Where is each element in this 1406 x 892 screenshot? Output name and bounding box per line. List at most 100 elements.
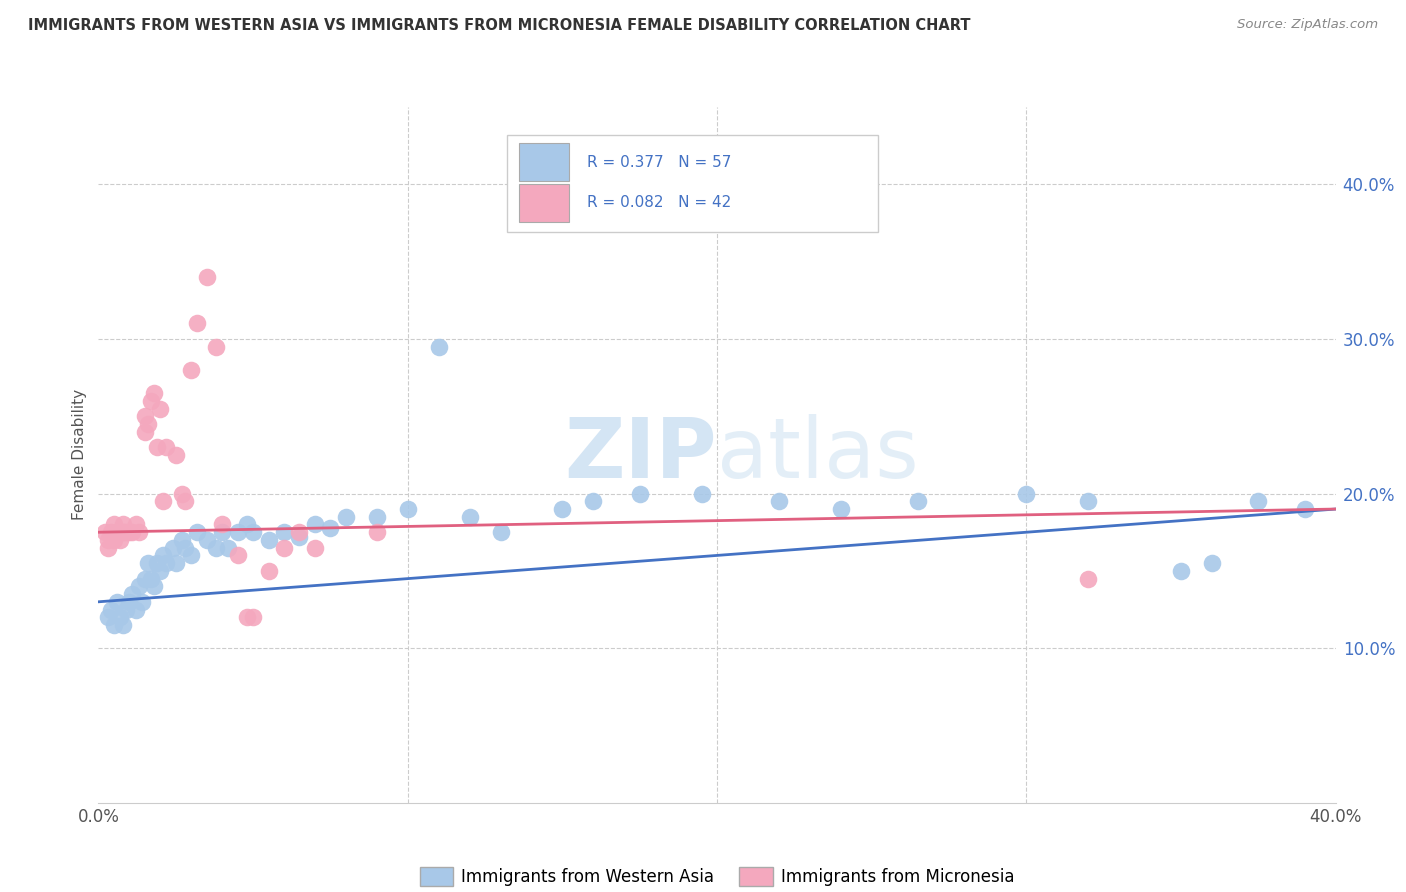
Point [319, 520, 342, 534]
Point [105, 595, 128, 609]
Point [1294, 502, 1316, 516]
Point [217, 541, 239, 555]
Point [257, 533, 280, 547]
Point [304, 517, 326, 532]
Point [907, 494, 929, 508]
Bar [519, 144, 568, 181]
Point [149, 564, 172, 578]
Point [1201, 556, 1223, 570]
Point [628, 486, 651, 500]
Point [143, 579, 166, 593]
Point [165, 448, 187, 462]
Point [134, 425, 156, 439]
Point [335, 509, 357, 524]
Point [112, 618, 135, 632]
Point [97, 541, 120, 555]
Legend: Immigrants from Western Asia, Immigrants from Micronesia: Immigrants from Western Asia, Immigrants… [413, 860, 1021, 892]
Point [1077, 572, 1099, 586]
Point [257, 564, 280, 578]
Point [121, 587, 143, 601]
Point [1077, 494, 1099, 508]
Point [128, 525, 150, 540]
Point [139, 393, 162, 408]
Point [427, 340, 450, 354]
Point [174, 541, 197, 555]
Point [146, 556, 169, 570]
Point [124, 517, 146, 532]
Point [105, 525, 128, 540]
Point [211, 517, 233, 532]
Point [131, 595, 153, 609]
Point [143, 386, 166, 401]
Point [205, 541, 228, 555]
Point [242, 610, 264, 624]
Point [768, 494, 790, 508]
Point [97, 610, 120, 624]
Point [170, 486, 193, 500]
Point [174, 494, 197, 508]
Point [551, 502, 574, 516]
Y-axis label: Female Disability: Female Disability [72, 389, 87, 521]
Point [170, 533, 193, 547]
Point [1170, 564, 1192, 578]
Point [134, 409, 156, 424]
Bar [519, 184, 568, 222]
Point [118, 595, 141, 609]
Point [115, 602, 138, 616]
Text: R = 0.377   N = 57: R = 0.377 N = 57 [588, 155, 731, 169]
Point [690, 486, 713, 500]
Point [458, 509, 481, 524]
Point [112, 525, 135, 540]
Point [152, 494, 174, 508]
Point [103, 533, 125, 547]
Point [155, 556, 177, 570]
Point [108, 610, 131, 624]
Point [582, 494, 605, 508]
Point [118, 525, 141, 540]
Point [205, 340, 228, 354]
Point [136, 417, 159, 431]
Point [236, 517, 259, 532]
Text: R = 0.082   N = 42: R = 0.082 N = 42 [588, 195, 731, 211]
Point [180, 549, 202, 563]
Point [288, 530, 311, 544]
Point [93, 525, 115, 540]
Point [1015, 486, 1038, 500]
Point [226, 549, 249, 563]
Point [112, 517, 135, 532]
Point [97, 533, 120, 547]
Point [124, 602, 146, 616]
Point [149, 401, 172, 416]
Point [288, 525, 311, 540]
Point [195, 533, 218, 547]
Point [226, 525, 249, 540]
Text: Source: ZipAtlas.com: Source: ZipAtlas.com [1237, 18, 1378, 31]
Point [1247, 494, 1270, 508]
Point [211, 525, 233, 540]
Point [236, 610, 259, 624]
Point [186, 317, 208, 331]
Point [100, 525, 122, 540]
Point [152, 549, 174, 563]
Point [195, 270, 218, 285]
Point [103, 517, 125, 532]
Point [273, 541, 295, 555]
Point [273, 525, 295, 540]
Point [165, 556, 187, 570]
Point [489, 525, 512, 540]
Point [366, 525, 388, 540]
Point [366, 509, 388, 524]
Point [155, 440, 177, 454]
Point [136, 556, 159, 570]
Point [100, 602, 122, 616]
Point [115, 525, 138, 540]
Point [103, 618, 125, 632]
Point [304, 541, 326, 555]
Point [108, 525, 131, 540]
Point [128, 579, 150, 593]
Point [396, 502, 419, 516]
Point [121, 525, 143, 540]
Point [134, 572, 156, 586]
Point [162, 541, 184, 555]
Point [242, 525, 264, 540]
